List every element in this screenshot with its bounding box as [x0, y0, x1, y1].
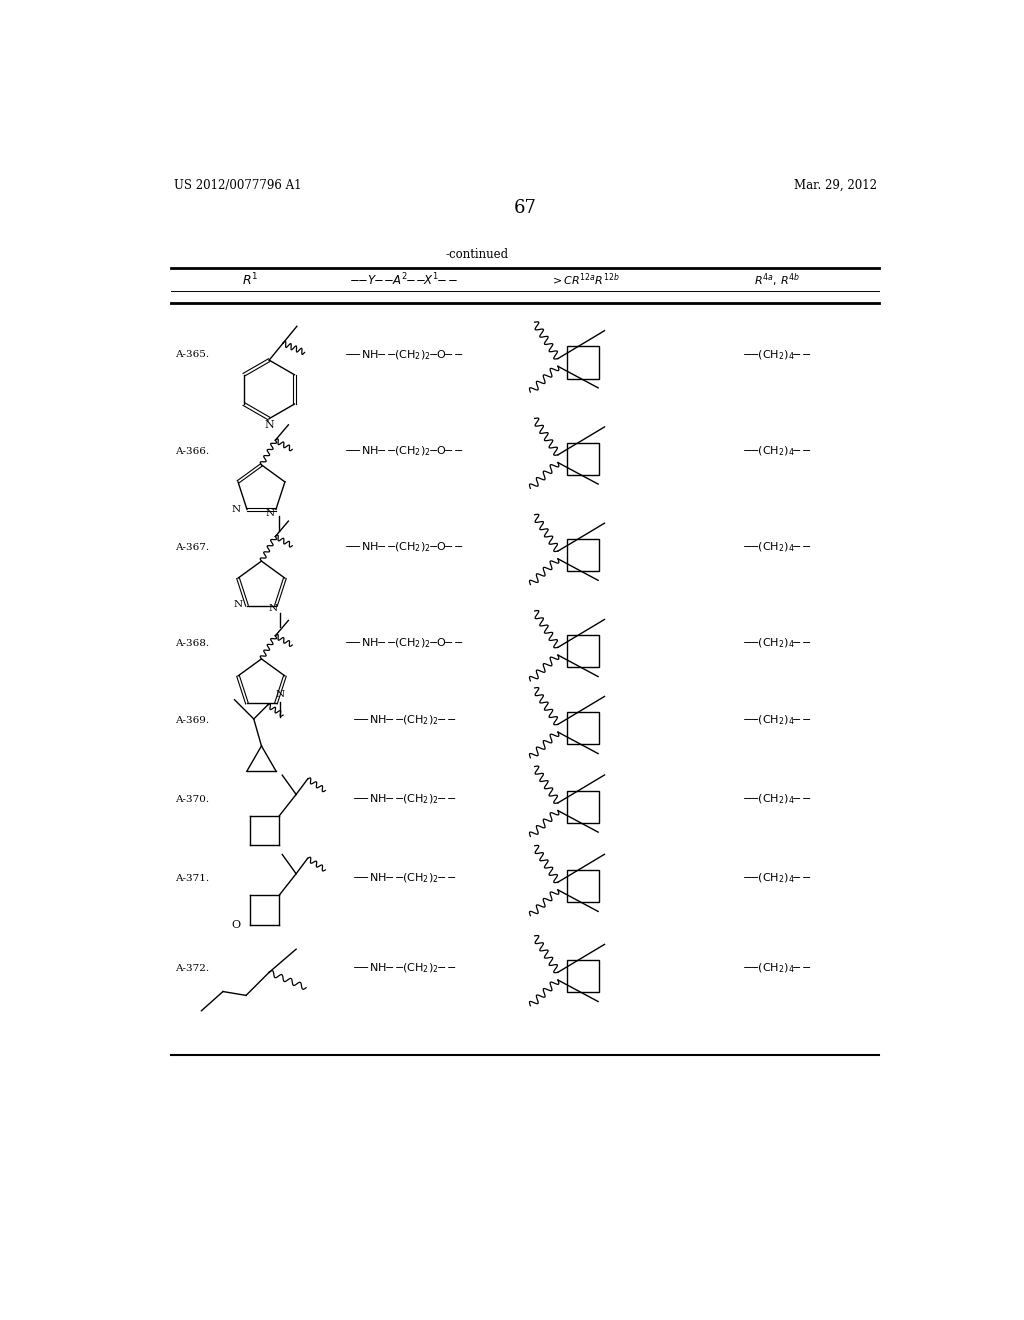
Text: A-365.: A-365. — [175, 350, 209, 359]
Text: $-\!\!-\!\!(\mathrm{CH}_2)_4\!\!-\!\!-$: $-\!\!-\!\!(\mathrm{CH}_2)_4\!\!-\!\!-$ — [742, 871, 812, 886]
Text: $-\!\!-\!\!(\mathrm{CH}_2)_4\!\!-\!\!-$: $-\!\!-\!\!(\mathrm{CH}_2)_4\!\!-\!\!-$ — [742, 792, 812, 805]
Text: A-370.: A-370. — [175, 795, 209, 804]
Text: $R^{1}$: $R^{1}$ — [242, 272, 258, 288]
Text: O: O — [231, 920, 241, 929]
Text: US 2012/0077796 A1: US 2012/0077796 A1 — [174, 178, 302, 191]
Text: $-\!\!-\!Y\!\!-\!\!-\!\!A^{2}\!\!-\!\!-\!\!X^{1}\!\!-\!\!-$: $-\!\!-\!Y\!\!-\!\!-\!\!A^{2}\!\!-\!\!-\… — [349, 272, 459, 288]
Text: $>CR^{12a}R^{12b}$: $>CR^{12a}R^{12b}$ — [550, 272, 620, 288]
Text: A-371.: A-371. — [175, 874, 209, 883]
Text: $-\!\!-\!\mathrm{NH}\!\!-\!\!-\!\!(\mathrm{CH}_2)_2\!\!-\!\!\mathrm{O}\!\!-\!\!-: $-\!\!-\!\mathrm{NH}\!\!-\!\!-\!\!(\math… — [344, 540, 464, 554]
Text: 67: 67 — [513, 199, 537, 218]
Text: $-\!\!-\!\!(\mathrm{CH}_2)_4\!\!-\!\!-$: $-\!\!-\!\!(\mathrm{CH}_2)_4\!\!-\!\!-$ — [742, 962, 812, 975]
Text: A-367.: A-367. — [175, 543, 209, 552]
Text: Mar. 29, 2012: Mar. 29, 2012 — [795, 178, 878, 191]
Text: $-\!\!-\!\!(\mathrm{CH}_2)_4\!\!-\!\!-$: $-\!\!-\!\!(\mathrm{CH}_2)_4\!\!-\!\!-$ — [742, 445, 812, 458]
Bar — [567, 870, 599, 903]
Text: $-\!\!-\!\mathrm{NH}\!\!-\!\!-\!\!(\mathrm{CH}_2)_2\!\!-\!\!\mathrm{O}\!\!-\!\!-: $-\!\!-\!\mathrm{NH}\!\!-\!\!-\!\!(\math… — [344, 348, 464, 362]
Text: A-368.: A-368. — [175, 639, 209, 648]
Text: N: N — [231, 506, 241, 513]
Bar — [567, 635, 599, 668]
Bar — [567, 442, 599, 475]
Text: N: N — [275, 690, 285, 698]
Text: A-366.: A-366. — [175, 446, 209, 455]
Bar — [567, 960, 599, 993]
Text: $-\!\!-\!\!(\mathrm{CH}_2)_4\!\!-\!\!-$: $-\!\!-\!\!(\mathrm{CH}_2)_4\!\!-\!\!-$ — [742, 348, 812, 362]
Text: $R^{4a},\,R^{4b}$: $R^{4a},\,R^{4b}$ — [755, 272, 801, 289]
Text: $-\!\!-\!\mathrm{NH}\!\!-\!\!-\!\!(\mathrm{CH}_2)_2\!\!-\!\!-$: $-\!\!-\!\mathrm{NH}\!\!-\!\!-\!\!(\math… — [351, 871, 457, 886]
Text: A-372.: A-372. — [175, 964, 209, 973]
Text: -continued: -continued — [445, 248, 509, 261]
Bar — [567, 539, 599, 572]
Text: $-\!\!-\!\!(\mathrm{CH}_2)_4\!\!-\!\!-$: $-\!\!-\!\!(\mathrm{CH}_2)_4\!\!-\!\!-$ — [742, 636, 812, 651]
Text: N: N — [268, 605, 278, 614]
Bar — [567, 791, 599, 822]
Text: $-\!\!-\!\!(\mathrm{CH}_2)_4\!\!-\!\!-$: $-\!\!-\!\!(\mathrm{CH}_2)_4\!\!-\!\!-$ — [742, 540, 812, 554]
Text: N: N — [265, 508, 274, 517]
Text: $-\!\!-\!\mathrm{NH}\!\!-\!\!-\!\!(\mathrm{CH}_2)_2\!\!-\!\!-$: $-\!\!-\!\mathrm{NH}\!\!-\!\!-\!\!(\math… — [351, 792, 457, 805]
Text: $-\!\!-\!\mathrm{NH}\!\!-\!\!-\!\!(\mathrm{CH}_2)_2\!\!-\!\!-$: $-\!\!-\!\mathrm{NH}\!\!-\!\!-\!\!(\math… — [351, 962, 457, 975]
Text: A-369.: A-369. — [175, 715, 209, 725]
Bar — [567, 346, 599, 379]
Text: N: N — [264, 420, 274, 430]
Bar — [567, 711, 599, 744]
Text: $-\!\!-\!\mathrm{NH}\!\!-\!\!-\!\!(\mathrm{CH}_2)_2\!\!-\!\!\mathrm{O}\!\!-\!\!-: $-\!\!-\!\mathrm{NH}\!\!-\!\!-\!\!(\math… — [344, 445, 464, 458]
Text: N: N — [233, 599, 243, 609]
Text: $-\!\!-\!\mathrm{NH}\!\!-\!\!-\!\!(\mathrm{CH}_2)_2\!\!-\!\!\mathrm{O}\!\!-\!\!-: $-\!\!-\!\mathrm{NH}\!\!-\!\!-\!\!(\math… — [344, 636, 464, 651]
Text: $-\!\!-\!\!(\mathrm{CH}_2)_4\!\!-\!\!-$: $-\!\!-\!\!(\mathrm{CH}_2)_4\!\!-\!\!-$ — [742, 714, 812, 727]
Text: $-\!\!-\!\mathrm{NH}\!\!-\!\!-\!\!(\mathrm{CH}_2)_2\!\!-\!\!-$: $-\!\!-\!\mathrm{NH}\!\!-\!\!-\!\!(\math… — [351, 714, 457, 727]
